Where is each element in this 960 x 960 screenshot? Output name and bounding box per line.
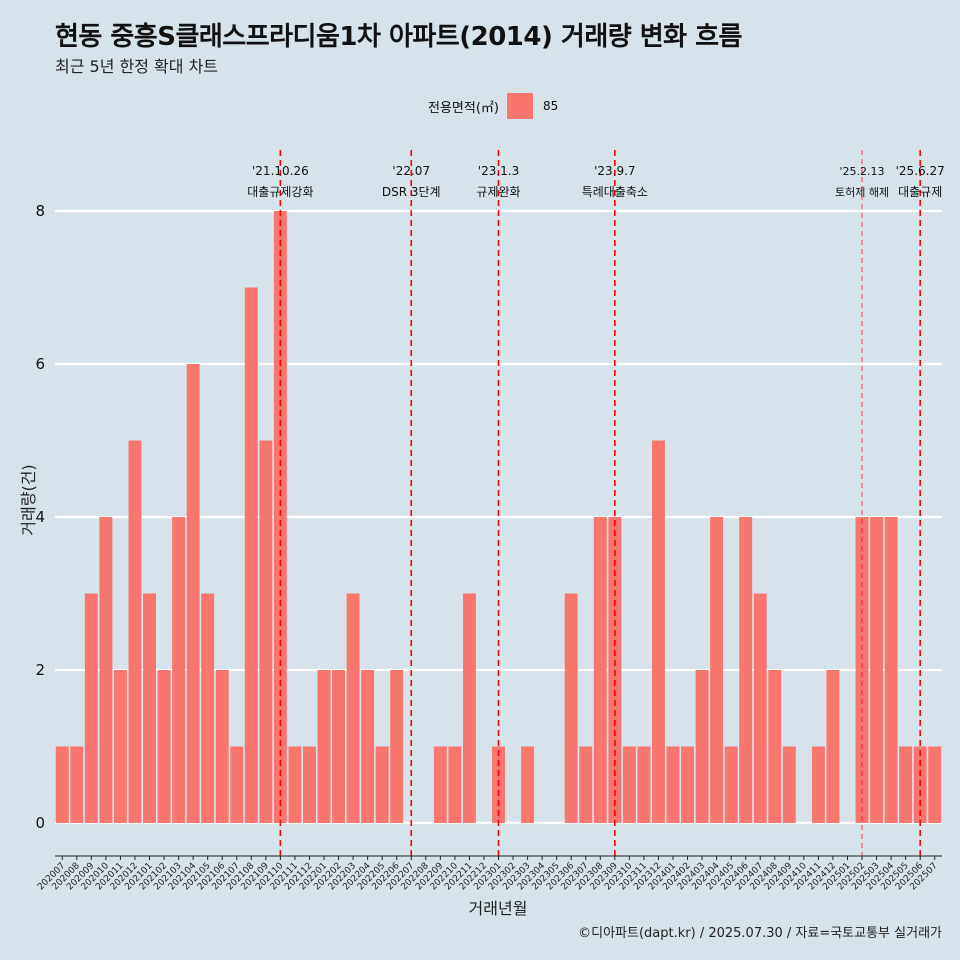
bar: [637, 746, 651, 823]
bar: [113, 670, 127, 823]
bar: [375, 746, 389, 823]
y-tick-label: 4: [35, 508, 45, 526]
bar: [70, 746, 84, 823]
event-date: '23.1.3: [478, 164, 519, 178]
bar: [811, 746, 825, 823]
event-lines: [279, 150, 921, 856]
event-date: '21.10.26: [252, 164, 309, 178]
bar: [84, 593, 98, 823]
event-date: '23.9.7: [594, 164, 635, 178]
bar: [99, 517, 113, 823]
bar: [361, 670, 375, 823]
bar: [230, 746, 244, 823]
bar: [244, 287, 258, 823]
bar: [433, 746, 447, 823]
bar: [855, 517, 869, 823]
bar: [521, 746, 535, 823]
bar: [288, 746, 302, 823]
bar: [390, 670, 404, 823]
y-tick-label: 6: [35, 355, 45, 373]
bar: [128, 440, 142, 823]
bar: [870, 517, 884, 823]
caption: ©디아파트(dapt.kr) / 2025.07.30 / 자료=국토교통부 실…: [578, 926, 942, 941]
bar: [157, 670, 171, 823]
event-label: 특례대출축소: [582, 185, 648, 199]
chart-title: 현동 중흥S클래스프라디움1차 아파트(2014) 거래량 변화 흐름: [55, 22, 742, 52]
bar: [273, 211, 287, 823]
bar: [448, 746, 462, 823]
event-label: 토허제 해제: [835, 185, 889, 199]
legend-swatch: [506, 93, 533, 119]
bar: [666, 746, 680, 823]
bar: [695, 670, 709, 823]
y-axis-title: 거래량(건): [19, 464, 38, 535]
bar: [724, 746, 738, 823]
bar: [593, 517, 607, 823]
chart-subtitle: 최근 5년 한정 확대 차트: [55, 57, 219, 76]
event-date: '25.2.13: [840, 165, 885, 178]
bar: [622, 746, 636, 823]
bar: [201, 593, 215, 823]
bar: [768, 670, 782, 823]
legend: 전용면적(㎡) 85: [428, 93, 558, 119]
bar: [172, 517, 186, 823]
x-axis-title: 거래년월: [469, 899, 528, 918]
bar: [884, 517, 898, 823]
bar: [332, 670, 346, 823]
axes: 0246820200720200820200920201020201120201…: [35, 202, 942, 892]
bar: [739, 517, 753, 823]
bar: [259, 440, 273, 823]
bar: [928, 746, 942, 823]
bar: [782, 746, 796, 823]
event-annotations: '21.10.26 대출규제강화 '22.07 DSR 3단계 '23.1.3 규제완화 '…: [247, 164, 944, 199]
bar: [55, 746, 69, 823]
y-tick-label: 0: [35, 814, 45, 832]
legend-label: 85: [542, 99, 559, 113]
bar: [826, 670, 840, 823]
bar: [143, 593, 156, 823]
bar: [346, 593, 360, 823]
y-tick-label: 8: [35, 202, 45, 220]
event-date: '22.07: [392, 164, 430, 178]
bar: [753, 593, 767, 823]
bar: [579, 746, 593, 823]
bar: [651, 440, 665, 823]
bar: [317, 670, 331, 823]
bar: [215, 670, 229, 823]
y-tick-label: 2: [35, 661, 45, 679]
bar: [681, 746, 694, 823]
bar: [462, 593, 476, 823]
bar: [186, 364, 200, 823]
event-date: '25.6.27: [896, 164, 945, 178]
bar: [710, 517, 724, 823]
event-label: DSR 3단계: [382, 185, 441, 199]
bar: [564, 593, 578, 823]
bar: [303, 746, 316, 823]
bar: [899, 746, 913, 823]
bar-series: [55, 211, 942, 823]
event-label: 대출규제: [898, 185, 942, 199]
legend-title: 전용면적(㎡): [428, 100, 499, 116]
event-label: 대출규제강화: [247, 185, 313, 199]
event-label: 규제완화: [476, 185, 520, 199]
